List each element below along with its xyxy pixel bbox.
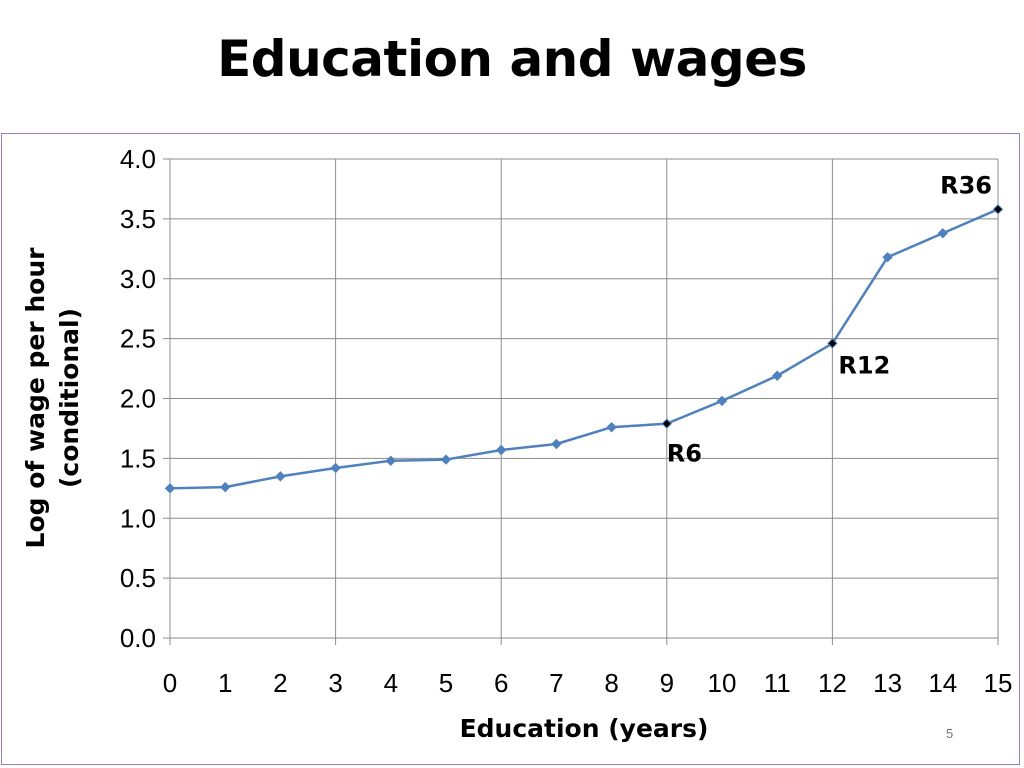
page-number: 5 [946, 726, 954, 741]
data-point [771, 370, 783, 381]
x-tick-label: 11 [764, 668, 791, 698]
data-point [330, 462, 341, 474]
point-annotation: R36 [940, 171, 992, 199]
x-axis-title: Education (years) [460, 714, 709, 743]
grid-lines [170, 158, 999, 639]
y-axis-title-line: (conditional) [55, 308, 84, 488]
y-tick-label: 1.5 [120, 443, 156, 473]
x-tick-label: 3 [328, 668, 342, 698]
x-tick-label: 15 [984, 668, 1013, 698]
data-point [827, 338, 838, 349]
slide-title: Education and wages [217, 30, 807, 88]
x-tick-label: 4 [384, 668, 398, 698]
data-point [992, 204, 1004, 215]
y-axis-title: Log of wage per hour (conditional) [21, 247, 84, 549]
y-tick-label: 0.5 [120, 563, 156, 593]
x-tick-label: 13 [873, 668, 902, 698]
x-tick-label: 8 [604, 668, 618, 698]
y-tick-label: 4.0 [120, 144, 156, 174]
y-tick-label: 2.0 [120, 384, 156, 414]
data-point [937, 228, 949, 239]
data-point [606, 422, 617, 433]
x-tick-label: 9 [660, 668, 674, 698]
data-point [275, 471, 286, 482]
data-point [440, 454, 452, 465]
x-tick-label: 14 [928, 668, 957, 698]
data-point [164, 483, 176, 494]
data-point [882, 251, 893, 263]
y-axis-title-line: Log of wage per hour [21, 247, 50, 549]
labels: R6 R12 R36 [667, 171, 992, 467]
data-point [385, 455, 397, 466]
data-point [551, 438, 562, 450]
x-tick-label: 5 [439, 668, 453, 698]
x-tick-label: 7 [549, 668, 563, 698]
x-tick-label: 2 [273, 668, 287, 698]
y-tick-label: 0.0 [120, 623, 156, 653]
x-tick-label: 6 [494, 668, 508, 698]
point-annotation: R12 [838, 351, 890, 379]
data-point [219, 481, 231, 493]
y-tick-label: 1.0 [120, 503, 156, 533]
y-tick-label: 3.0 [120, 264, 156, 294]
chart-frame [1, 133, 1020, 765]
x-tick-label: 0 [163, 668, 177, 698]
series [164, 204, 1004, 494]
x-tick-label: 1 [218, 668, 232, 698]
x-tick-label: 10 [708, 668, 737, 698]
y-tick-label: 3.5 [120, 204, 156, 234]
data-point [661, 418, 673, 429]
axes: 0.00.51.01.52.02.53.03.54.00 1 2 3 4 5 6 7 8 9 10 1… [21, 144, 1012, 743]
series-line [169, 208, 999, 490]
x-tick-label: 12 [818, 668, 847, 698]
data-point [495, 444, 507, 456]
point-annotation: R6 [667, 440, 702, 468]
data-point [716, 395, 728, 407]
y-tick-label: 2.5 [120, 324, 156, 354]
